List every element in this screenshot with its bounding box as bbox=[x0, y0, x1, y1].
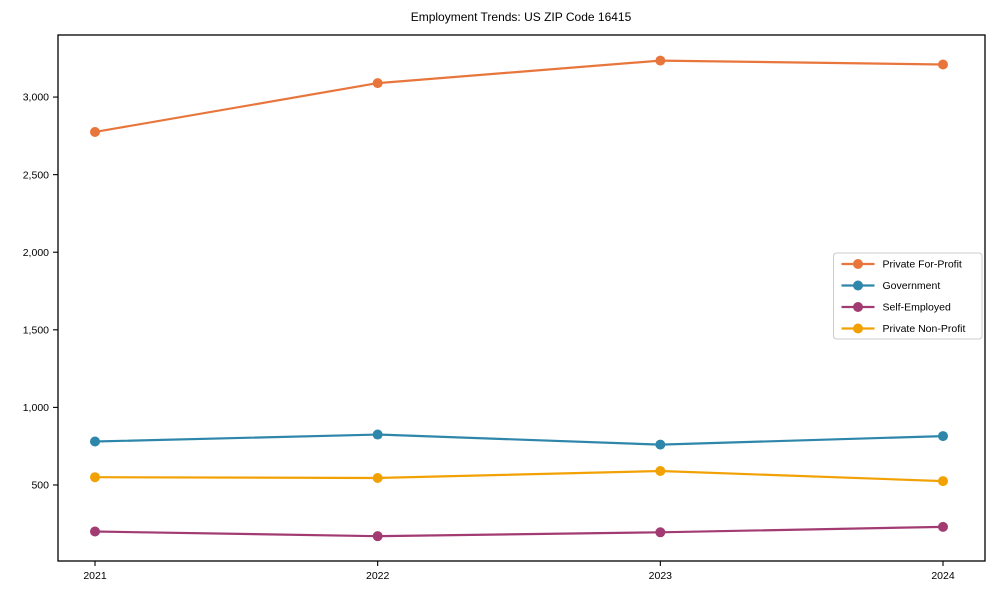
data-point bbox=[938, 476, 948, 487]
series-line-government bbox=[93, 433, 945, 446]
y-axis: 500 1,000 1,500 2,000 2,500 3,000 bbox=[23, 92, 58, 492]
y-tick-label: 1,500 bbox=[23, 324, 49, 336]
data-point bbox=[938, 521, 948, 532]
y-tick-label: 2,000 bbox=[23, 247, 49, 259]
series-line-private-non-profit bbox=[93, 469, 945, 483]
legend-label: Private Non-Profit bbox=[883, 323, 966, 335]
legend-marker bbox=[853, 323, 863, 334]
legend-label: Private For-Profit bbox=[883, 259, 962, 271]
chart-title: Employment Trends: US ZIP Code 16415 bbox=[411, 10, 632, 24]
data-point bbox=[90, 436, 100, 447]
x-axis: 2021 2022 2023 2024 bbox=[83, 561, 955, 582]
data-point bbox=[655, 466, 666, 477]
y-tick-label: 2,500 bbox=[23, 169, 49, 181]
legend-marker bbox=[853, 280, 863, 291]
data-point bbox=[655, 439, 666, 450]
plot-area bbox=[57, 34, 986, 562]
y-tick-label: 500 bbox=[31, 480, 49, 492]
y-tick-label: 1,000 bbox=[23, 402, 49, 414]
legend-box bbox=[833, 252, 983, 340]
data-point bbox=[372, 472, 383, 483]
legend-marker bbox=[853, 302, 863, 312]
x-tick-label: 2022 bbox=[366, 570, 390, 582]
x-tick-label: 2021 bbox=[83, 570, 107, 582]
legend-label: Self-Employed bbox=[883, 302, 951, 314]
data-point bbox=[372, 531, 383, 542]
legend: Private For-Profit Government Self-Employe… bbox=[833, 252, 983, 340]
series-line-self-employed bbox=[93, 525, 945, 538]
data-point bbox=[90, 126, 100, 137]
x-tick-label: 2023 bbox=[649, 570, 673, 582]
data-point bbox=[372, 78, 383, 89]
data-point bbox=[938, 431, 948, 442]
y-tick-label: 3,000 bbox=[23, 92, 49, 104]
data-point bbox=[372, 429, 383, 440]
data-point bbox=[90, 526, 100, 537]
legend-label: Government bbox=[883, 280, 941, 292]
x-tick-label: 2024 bbox=[931, 570, 955, 582]
data-point bbox=[90, 472, 100, 483]
series-line-private-for-profit bbox=[93, 59, 945, 134]
data-point bbox=[655, 527, 666, 538]
legend-marker bbox=[853, 259, 863, 269]
data-point bbox=[655, 55, 666, 66]
series-group bbox=[90, 55, 948, 542]
data-point bbox=[938, 59, 948, 70]
